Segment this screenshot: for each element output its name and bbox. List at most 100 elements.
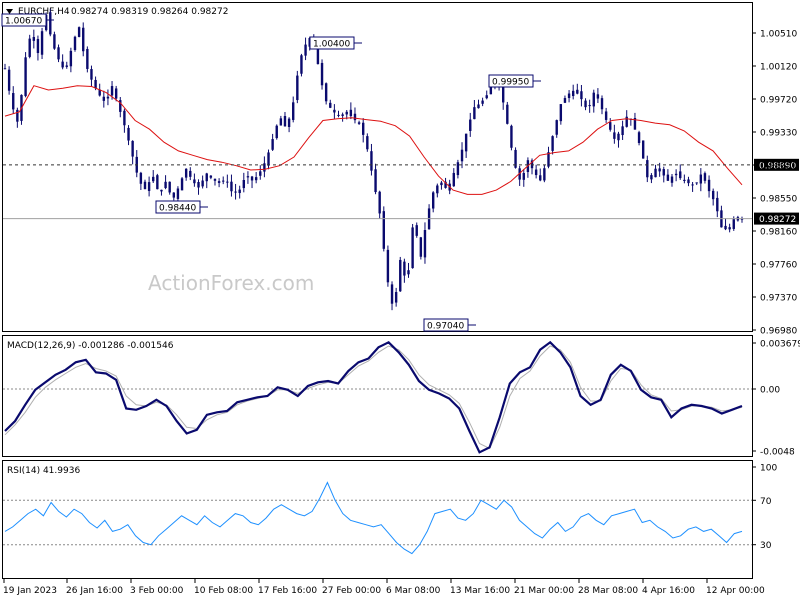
annotation-label: 0.99950 bbox=[492, 78, 529, 88]
time-axis-label: 6 Mar 08:00 bbox=[386, 586, 441, 596]
candle-body bbox=[213, 178, 217, 181]
candle-body bbox=[197, 181, 200, 188]
price-axis-label: 1.00510 bbox=[760, 30, 797, 40]
rsi-levels bbox=[3, 499, 752, 546]
candle-body bbox=[683, 179, 686, 181]
candle-body bbox=[259, 171, 262, 176]
watermark: ActionForex.com bbox=[148, 271, 314, 295]
candle-body bbox=[180, 178, 184, 191]
macd-panel bbox=[2, 335, 753, 457]
moving-average-line bbox=[4, 85, 743, 195]
candle-body bbox=[333, 109, 336, 113]
candle-body bbox=[662, 169, 665, 176]
candle-body bbox=[489, 85, 493, 95]
price-panel bbox=[2, 2, 753, 332]
rsi-axis-label: 30 bbox=[760, 541, 772, 551]
candle-body bbox=[238, 189, 241, 194]
candle-body bbox=[189, 170, 192, 177]
dropdown-arrow-icon[interactable] bbox=[6, 9, 13, 14]
price-levels: 0.98890 0.98272 bbox=[3, 158, 799, 225]
candle-body bbox=[584, 100, 587, 108]
header-symbol: EURCHF,H4 bbox=[18, 7, 70, 17]
candle-body bbox=[316, 38, 320, 65]
candle-body bbox=[143, 181, 147, 190]
candle-body bbox=[222, 180, 225, 182]
candle-body bbox=[740, 218, 744, 220]
candle-body bbox=[168, 181, 171, 193]
candle-body bbox=[588, 105, 591, 107]
price-axis-label: 0.97370 bbox=[760, 294, 797, 304]
time-axis-label: 3 Feb 00:00 bbox=[130, 586, 184, 596]
candle-body bbox=[419, 237, 423, 257]
candle-body bbox=[522, 172, 525, 180]
candle-body bbox=[407, 270, 410, 275]
time-axis-label: 17 Feb 16:00 bbox=[258, 586, 317, 596]
candle-body bbox=[543, 168, 546, 181]
candle-body bbox=[3, 68, 7, 70]
candle-body bbox=[90, 69, 93, 80]
rsi-title: RSI(14) 41.9936 bbox=[7, 466, 80, 476]
candle-body bbox=[230, 181, 233, 192]
candle-body bbox=[304, 44, 307, 56]
candle-body bbox=[114, 88, 118, 99]
rsi-axis-label: 70 bbox=[760, 497, 772, 507]
candle-body bbox=[559, 104, 563, 122]
price-annotations: 1.00670 1.00400 0.99950 0.98440 0.97040 bbox=[1, 13, 541, 332]
candle-body bbox=[394, 292, 398, 303]
candle-body bbox=[580, 91, 583, 100]
price-axis-label: 0.97760 bbox=[760, 261, 797, 271]
candle-body bbox=[695, 182, 698, 184]
candle-body bbox=[411, 227, 414, 269]
candle-body bbox=[613, 132, 616, 139]
candle-body bbox=[53, 34, 56, 49]
price-level-label: 0.98272 bbox=[759, 215, 796, 225]
candle-body bbox=[73, 36, 77, 50]
candle-body bbox=[378, 191, 381, 214]
candle-body bbox=[666, 174, 670, 181]
candle-body bbox=[386, 249, 390, 283]
price-axis-label: 1.00120 bbox=[760, 63, 797, 73]
candle-body bbox=[481, 100, 484, 104]
candle-body bbox=[477, 104, 480, 109]
candle-body bbox=[592, 92, 595, 107]
candle-body bbox=[24, 57, 27, 97]
candle-body bbox=[357, 122, 361, 124]
candle-body bbox=[530, 160, 534, 169]
candle-body bbox=[691, 184, 694, 186]
candle-body bbox=[12, 93, 15, 110]
candle-body bbox=[296, 75, 299, 101]
candle-body bbox=[716, 197, 719, 212]
candle-body bbox=[469, 119, 472, 132]
price-axis-label: 0.96980 bbox=[760, 327, 797, 337]
candle-body bbox=[403, 261, 406, 276]
candle-body bbox=[7, 69, 11, 91]
price-level-box bbox=[754, 158, 799, 171]
candle-body bbox=[205, 173, 208, 182]
candle-body bbox=[131, 140, 134, 157]
candle-body bbox=[460, 149, 464, 162]
candle-body bbox=[16, 109, 19, 122]
candle-body bbox=[423, 230, 427, 258]
candle-body bbox=[287, 118, 291, 128]
candle-body bbox=[329, 102, 332, 108]
macd-title: MACD(12,26,9) -0.001286 -0.001546 bbox=[7, 341, 174, 351]
candle-body bbox=[679, 171, 682, 179]
candle-body bbox=[106, 96, 110, 99]
macd-axis: 0.003679 0.00 -0.0048 bbox=[752, 340, 800, 458]
candle-body bbox=[82, 27, 85, 52]
candle-body bbox=[86, 48, 89, 69]
candle-body bbox=[436, 185, 439, 194]
macd-axis-label: 0.00 bbox=[760, 386, 780, 396]
candle-body bbox=[246, 176, 250, 178]
candle-body bbox=[637, 132, 641, 144]
candle-body bbox=[254, 177, 258, 181]
candle-body bbox=[551, 136, 554, 151]
candle-body bbox=[36, 39, 40, 54]
candle-body bbox=[127, 127, 130, 141]
candle-body bbox=[609, 122, 612, 130]
candle-body bbox=[65, 65, 68, 67]
candle-body bbox=[337, 114, 340, 116]
candle-body bbox=[283, 116, 287, 127]
rsi-axis-label: 100 bbox=[760, 464, 777, 474]
